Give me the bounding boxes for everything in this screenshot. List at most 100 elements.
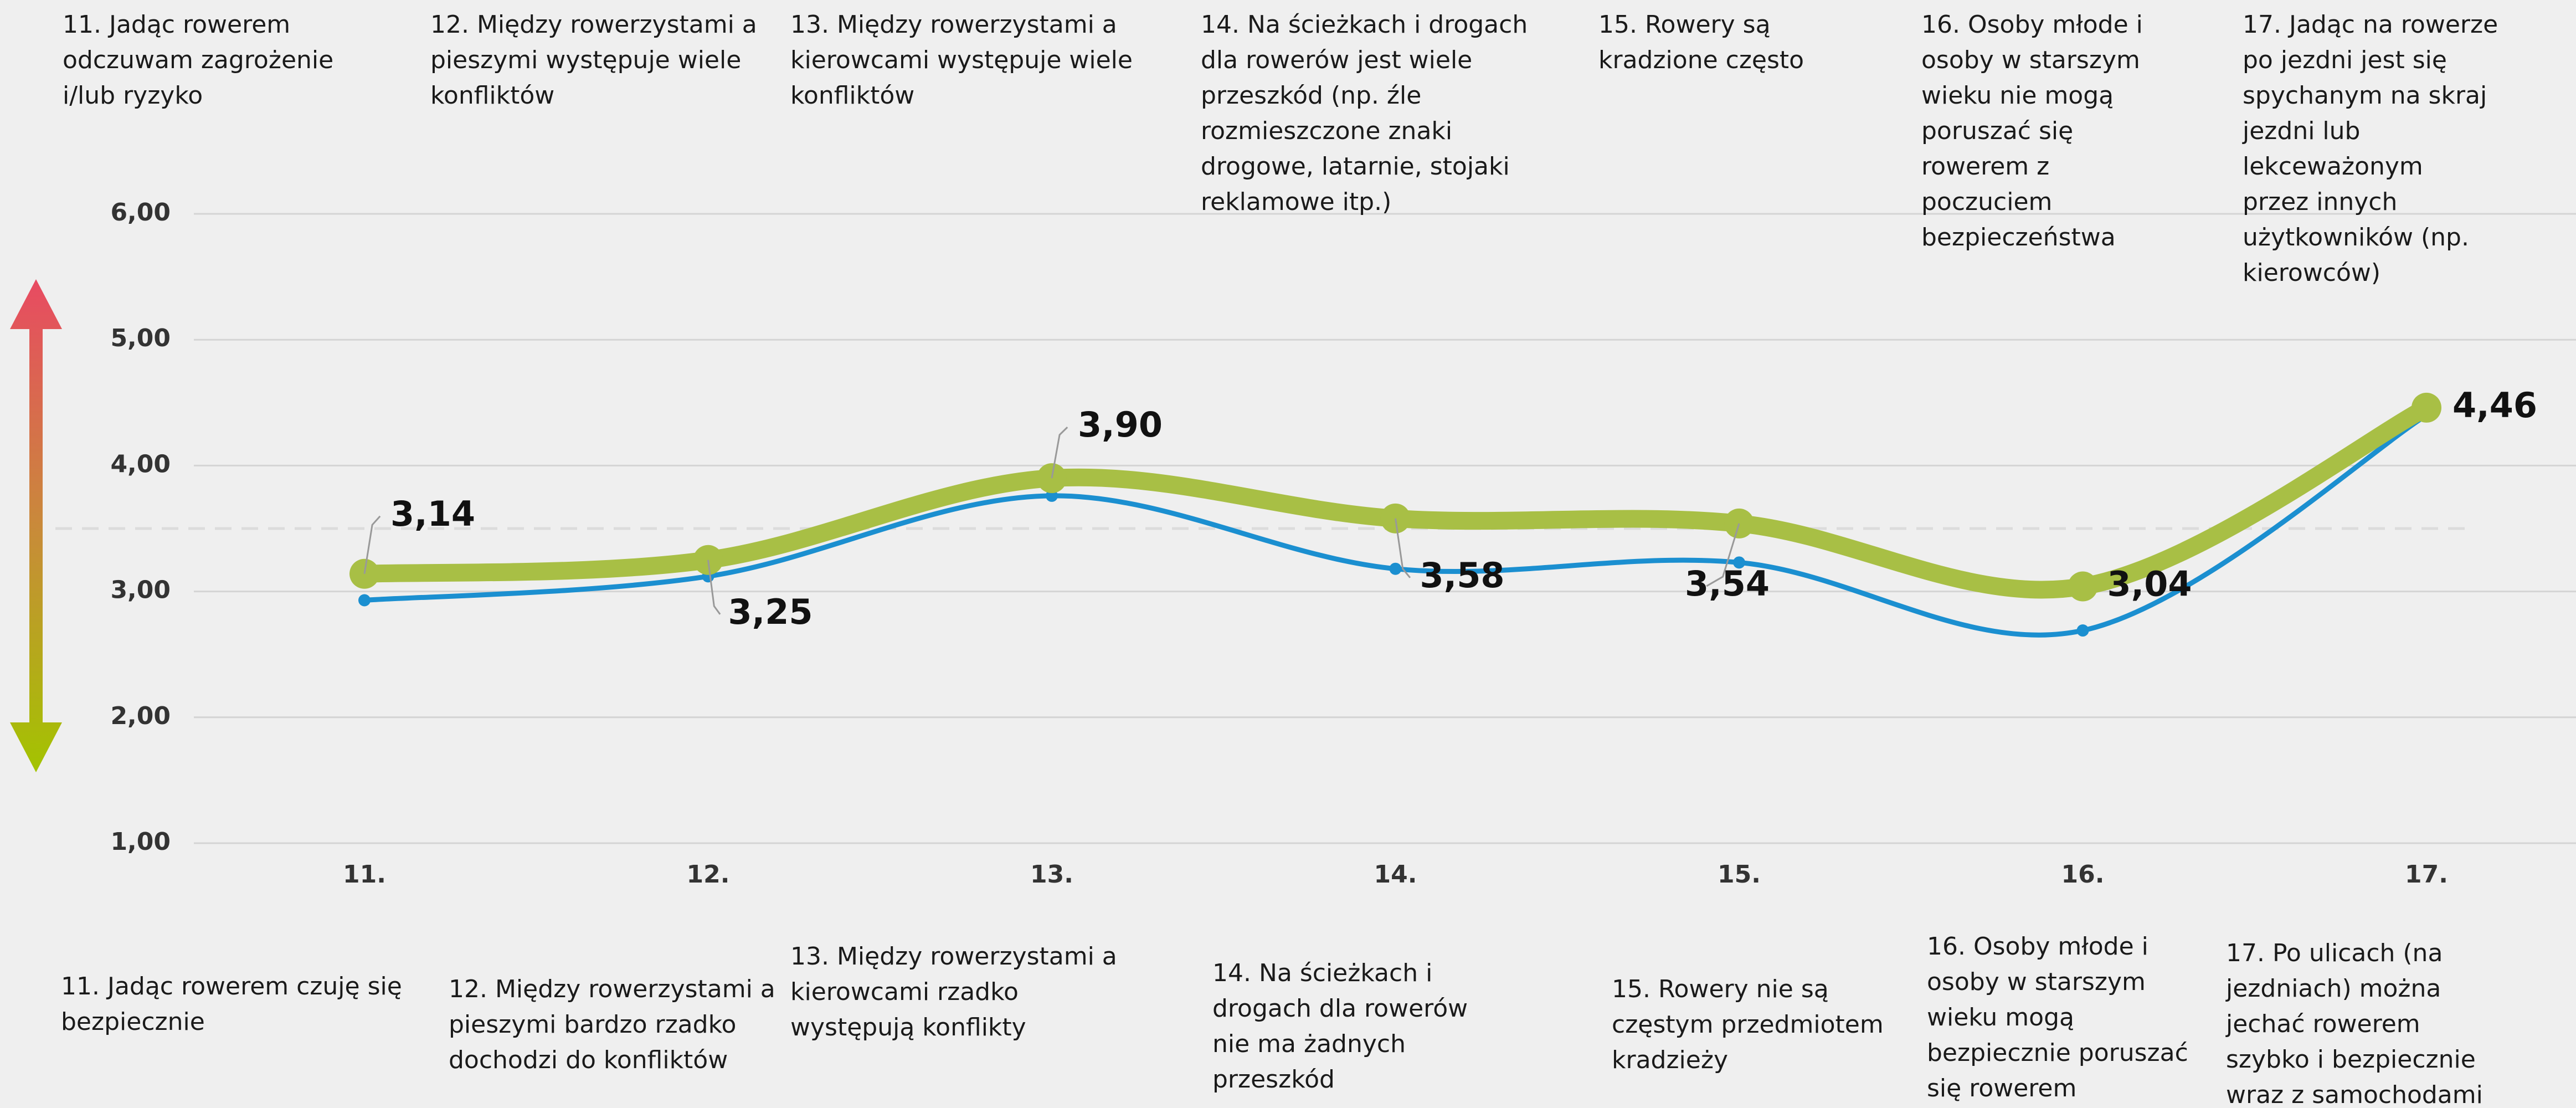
bottom-labels: 12. Między rowerzystami a pieszymi bardzo… [449, 975, 775, 1074]
data-point [2068, 571, 2098, 602]
x-tick-label: 13. [1030, 860, 1073, 889]
annotation-line: 16. Osoby młode i [1927, 932, 2148, 961]
data-point [358, 594, 371, 607]
data-label: 3,14 [390, 494, 475, 534]
annotation-line: przeszkód [1212, 1065, 1335, 1094]
series-line [356, 398, 2435, 599]
bottom-labels: 15. Rowery nie są częstym przedmiotem krad… [1612, 975, 1884, 1074]
annotation-line: 14. Na ścieżkach i drogach [1201, 11, 1528, 39]
leader-line [707, 560, 721, 615]
data-point [1389, 562, 1402, 575]
x-tick-label: 15. [1718, 860, 1761, 889]
y-tick-label: 3,00 [110, 576, 171, 604]
annotation-line: poruszać się [1921, 117, 2073, 145]
top-labels: 13. Między rowerzystami a kierowcami wyst… [790, 11, 1133, 110]
annotation-line: 13. Między rowerzystami a [790, 11, 1117, 39]
annotation-line: 14. Na ścieżkach i [1212, 959, 1432, 987]
annotation-line: odczuwam zagrożenie [63, 46, 333, 74]
annotation-line: 11. Jadąc rowerem czuję się [61, 972, 402, 1001]
annotation-line: wieku mogą [1927, 1003, 2074, 1032]
annotation-line: dochodzi do konfliktów [449, 1046, 728, 1074]
annotation-line: 17. Jadąc na rowerze [2243, 11, 2498, 39]
top-labels: 12. Między rowerzystami a pieszymi występ… [430, 11, 757, 110]
annotation-line: poczuciem [1921, 188, 2052, 216]
annotation-line: bezpiecznie [61, 1008, 205, 1036]
annotation-line: 16. Osoby młode i [1921, 11, 2143, 39]
annotation-line: 17. Po ulicach (na [2226, 939, 2443, 967]
top-labels: 11. Jadąc rowerem odczuwam zagrożenie i/lu… [63, 11, 333, 110]
annotation-line: 13. Między rowerzystami a [790, 942, 1117, 971]
annotation-line: kierowcami rzadko [790, 978, 1019, 1006]
annotation-line: 15. Rowery są [1598, 11, 1771, 39]
bottom-labels: 11. Jadąc rowerem czuję się bezpiecznie [61, 972, 402, 1036]
x-tick-label: 14. [1374, 860, 1417, 889]
top-labels: 14. Na ścieżkach i drogach dla rowerów je… [1201, 11, 1528, 216]
annotation-line: rozmieszczone znaki [1201, 117, 1452, 145]
data-label: 3,04 [2107, 564, 2192, 604]
annotation-line: osoby w starszym [1927, 968, 2146, 996]
top-labels: 17. Jadąc na rowerze po jezdni jest się sp… [2242, 11, 2498, 287]
annotation-line: po jezdni jest się [2243, 46, 2447, 74]
annotation-line: użytkowników (np. [2243, 223, 2469, 252]
annotation-line: 12. Między rowerzystami a [449, 975, 775, 1003]
annotation-line: występują konflikty [790, 1013, 1026, 1042]
data-label: 3,25 [728, 592, 813, 632]
annotation-line: dla rowerów jest wiele [1201, 46, 1472, 74]
bottom-labels: 17. Po ulicach (na jezdniach) można jechać… [2225, 939, 2483, 1108]
annotation-line: kradzieży [1612, 1046, 1728, 1074]
data-label: 4,46 [2452, 385, 2537, 425]
y-tick-label: 1,00 [110, 828, 171, 856]
annotation-line: szybko i bezpiecznie [2226, 1045, 2476, 1074]
annotation-line: bezpieczeństwa [1921, 223, 2116, 252]
annotation-line: jezdniach) można [2225, 974, 2441, 1003]
x-tick-label: 16. [2061, 860, 2105, 889]
annotation-line: kradzione często [1598, 46, 1804, 74]
annotation-line: nie ma żadnych [1212, 1030, 1406, 1058]
x-tick-label: 11. [343, 860, 386, 889]
annotation-line: i/lub ryzyko [63, 81, 203, 110]
annotation-line: drogach dla rowerów [1212, 994, 1468, 1023]
annotation-line: pieszymi bardzo rzadko [449, 1010, 736, 1039]
annotation-line: rowerem z [1921, 152, 2049, 181]
y-tick-label: 5,00 [110, 324, 171, 352]
annotation-line: konfliktów [790, 81, 914, 110]
annotation-line: kierowców) [2243, 259, 2380, 287]
top-labels: 16. Osoby młode i osoby w starszym wieku n… [1921, 11, 2143, 252]
leader-line [1051, 427, 1068, 479]
annotation-line: wieku nie mogą [1921, 81, 2114, 110]
annotation-line: osoby w starszym [1921, 46, 2140, 74]
annotation-line: kierowcami występuje wiele [790, 46, 1133, 74]
data-point [2076, 624, 2089, 637]
annotation-line: jezdni lub [2242, 117, 2360, 145]
annotation-line: jechać rowerem [2225, 1010, 2420, 1038]
annotation-line: przeszkód (np. źle [1201, 81, 1421, 110]
annotation-line: lekceważonym [2243, 152, 2423, 181]
annotation-line: wraz z samochodami [2226, 1081, 2483, 1108]
bottom-labels: 13. Między rowerzystami a kierowcami rzad… [790, 942, 1117, 1042]
leader-line [363, 515, 381, 574]
annotation-line: drogowe, latarnie, stojaki [1201, 152, 1510, 181]
top-labels: 15. Rowery są kradzione często [1598, 11, 1804, 74]
bottom-labels: 16. Osoby młode i osoby w starszym wieku m… [1927, 932, 2188, 1102]
data-point [1733, 556, 1745, 569]
annotation-line: konfliktów [430, 81, 554, 110]
x-tick-label: 12. [687, 860, 730, 889]
x-tick-label: 17. [2405, 860, 2448, 889]
annotation-line: częstym przedmiotem [1612, 1010, 1884, 1039]
data-label: 3,90 [1078, 404, 1163, 445]
scale-arrow [10, 279, 62, 772]
annotation-line: spychanym na skraj [2243, 81, 2487, 110]
annotation-line: 15. Rowery nie są [1612, 975, 1829, 1003]
y-tick-label: 6,00 [110, 198, 171, 227]
annotation-line: pieszymi występuje wiele [430, 46, 741, 74]
bottom-labels: 14. Na ścieżkach i drogach dla rowerów nie… [1212, 959, 1468, 1094]
leader-line [1706, 523, 1740, 587]
annotation-line: przez innych [2243, 188, 2397, 216]
annotation-line: się rowerem [1927, 1074, 2076, 1102]
data-label: 3,58 [1420, 555, 1505, 596]
annotation-line: bezpiecznie poruszać [1927, 1039, 2188, 1067]
annotation-line: 11. Jadąc rowerem [63, 11, 290, 39]
annotation-line: reklamowe itp.) [1201, 188, 1391, 216]
leader-line [1395, 518, 1411, 578]
